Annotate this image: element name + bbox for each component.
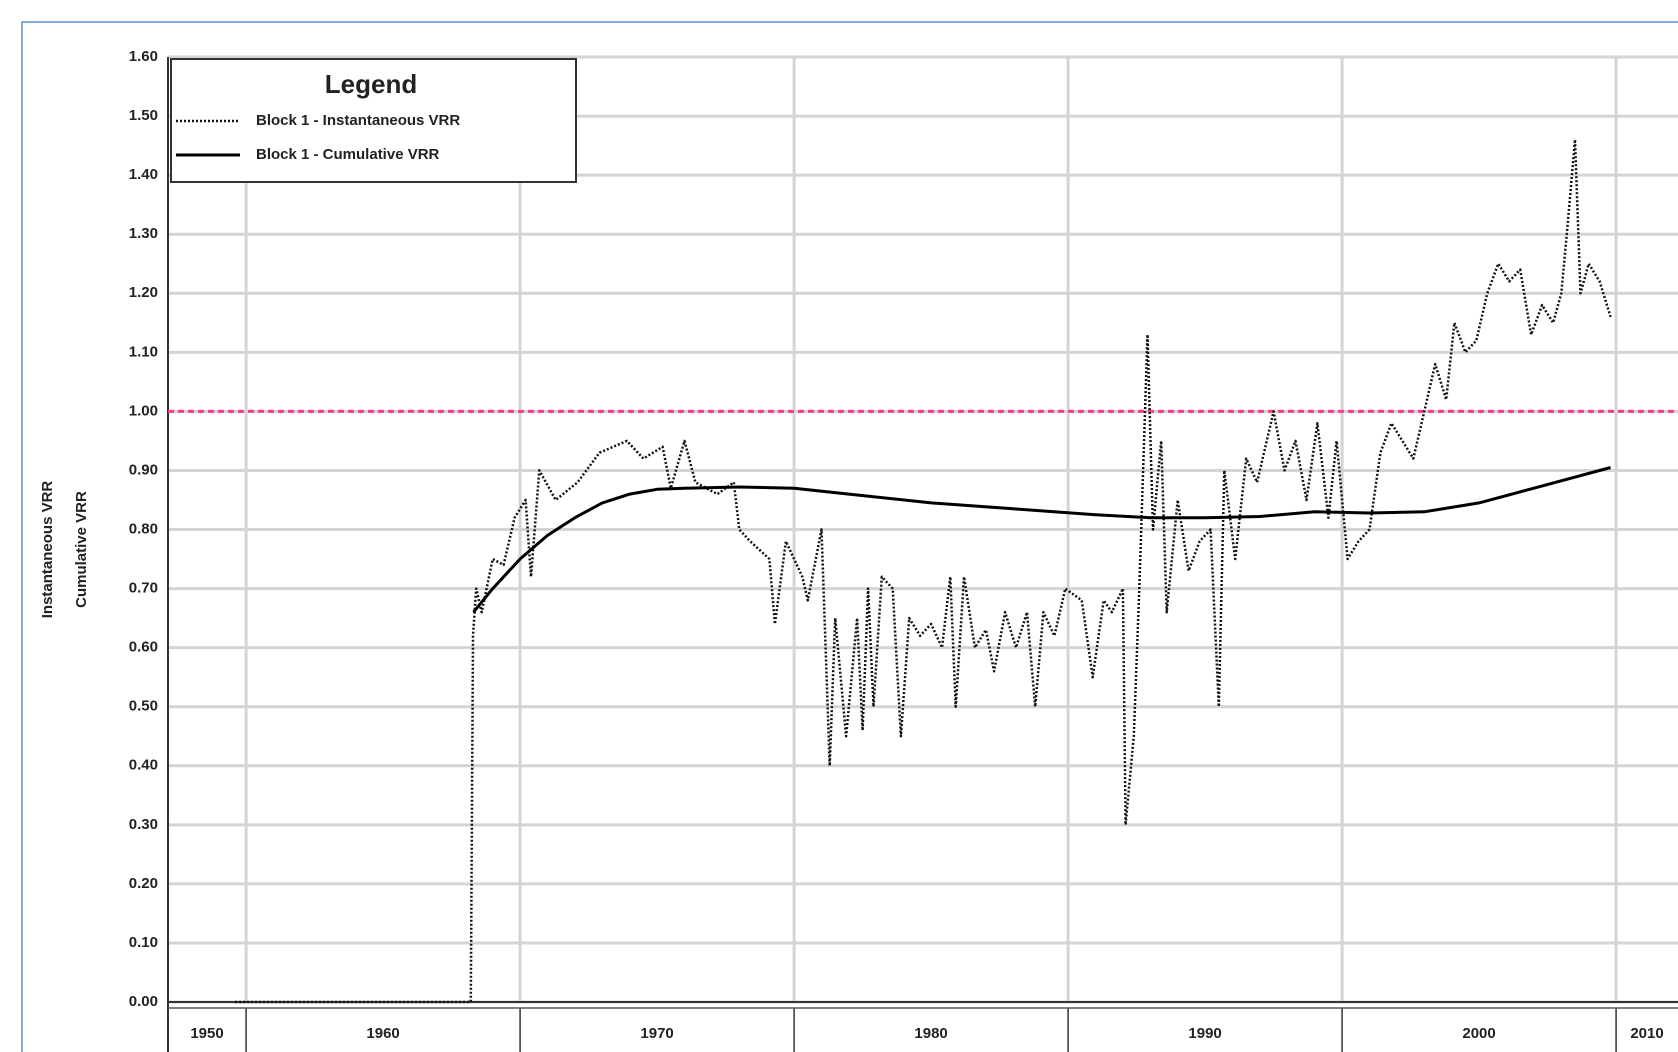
y-tick-label: 1.50 <box>129 107 158 124</box>
y-tick-label: 0.00 <box>129 993 158 1010</box>
y-axis-label: Instantaneous VRR <box>39 481 56 619</box>
y-tick-label: 0.90 <box>129 461 158 478</box>
x-tick-label: 1990 <box>1188 1025 1221 1042</box>
y-tick-label: 0.20 <box>129 875 158 892</box>
y-tick-label: 0.30 <box>129 816 158 833</box>
legend-box <box>170 58 577 183</box>
x-tick-label: 2000 <box>1462 1025 1495 1042</box>
y-tick-label: 1.10 <box>129 343 158 360</box>
frame <box>21 21 1678 1052</box>
y-tick-label: 0.70 <box>129 580 158 597</box>
x-tick-label: 2010 <box>1630 1025 1663 1042</box>
y-tick-label: 1.20 <box>129 284 158 301</box>
x-tick-label: 1950 <box>190 1025 223 1042</box>
grid <box>168 55 1678 1004</box>
y-tick-label: 1.30 <box>129 225 158 242</box>
legend: Legend Block 1 - Instantaneous VRR Block … <box>170 58 577 183</box>
y-tick-label: 0.40 <box>129 757 158 774</box>
y-tick-label: 1.00 <box>129 402 158 419</box>
legend-label: Block 1 - Cumulative VRR <box>256 146 440 163</box>
y-tick-label: 1.60 <box>129 48 158 65</box>
x-tick-label: 1970 <box>640 1025 673 1042</box>
legend-label: Block 1 - Instantaneous VRR <box>256 112 460 129</box>
legend-title: Legend <box>325 69 417 99</box>
y-tick-label: 1.40 <box>129 166 158 183</box>
y-tick-label: 0.10 <box>129 934 158 951</box>
y-tick-label: 0.80 <box>129 520 158 537</box>
y-tick-label: 0.60 <box>129 639 158 656</box>
x-tick-label: 1960 <box>366 1025 399 1042</box>
x-tick-label: 1980 <box>914 1025 947 1042</box>
series-line <box>235 138 1612 1004</box>
series-line <box>472 466 1611 614</box>
y-axis-label: Cumulative VRR <box>73 491 90 608</box>
y-tick-label: 0.50 <box>129 698 158 715</box>
